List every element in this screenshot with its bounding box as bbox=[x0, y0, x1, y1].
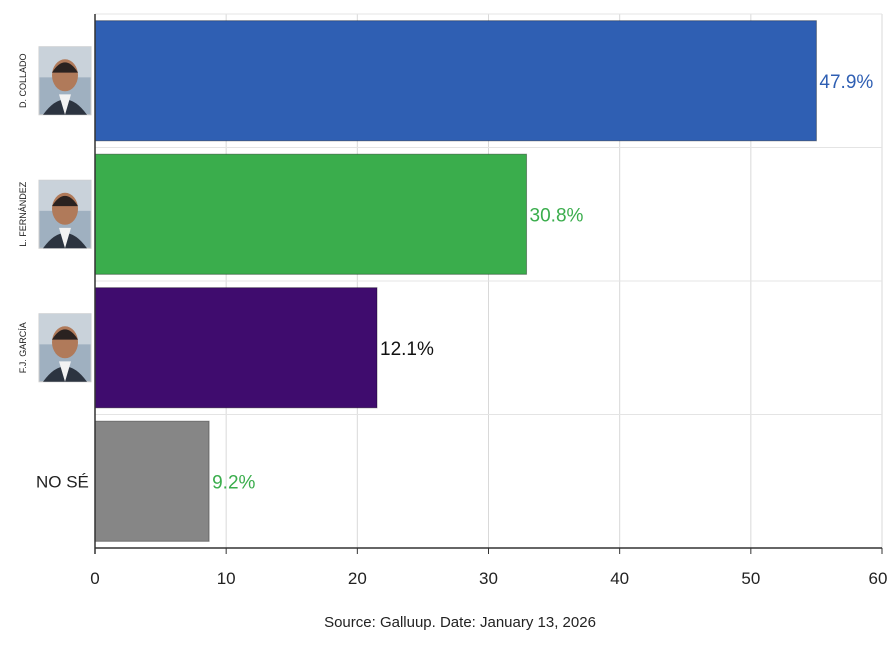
category-label: NO SÉ bbox=[36, 472, 89, 491]
source-note: Source: Galluup. Date: January 13, 2026 bbox=[324, 614, 596, 631]
value-label: 47.9% bbox=[819, 72, 873, 93]
bar bbox=[94, 420, 210, 542]
category-labels: D. COLLADO L. FERNÁNDEZ F.J. GARCÍA NO SÉ bbox=[18, 46, 92, 491]
category-label: F.J. GARCÍA bbox=[18, 322, 28, 373]
x-tick-label: 20 bbox=[348, 569, 367, 588]
bar bbox=[94, 287, 378, 409]
value-label: 30.8% bbox=[530, 205, 584, 226]
category-label: D. COLLADO bbox=[18, 53, 28, 108]
x-tick-label: 40 bbox=[610, 569, 629, 588]
x-tick-label: 0 bbox=[90, 569, 99, 588]
x-tick-label: 10 bbox=[217, 569, 236, 588]
candidate-label: L. FERNÁNDEZ bbox=[18, 179, 92, 249]
x-tick-label: 30 bbox=[479, 569, 498, 588]
candidate-label: F.J. GARCÍA bbox=[18, 313, 92, 383]
person-photo-icon bbox=[38, 179, 92, 249]
bars: 47.9% 30.8% 12.1% 9.2% bbox=[94, 20, 873, 542]
bar bbox=[94, 153, 528, 275]
value-label: 9.2% bbox=[212, 472, 255, 493]
x-tick-label: 50 bbox=[741, 569, 760, 588]
candidate-label: D. COLLADO bbox=[18, 46, 92, 116]
person-photo-icon bbox=[38, 46, 92, 116]
x-tick-label: 60 bbox=[869, 569, 888, 588]
person-photo-icon bbox=[38, 313, 92, 383]
value-label: 12.1% bbox=[380, 339, 434, 360]
bar bbox=[94, 20, 817, 142]
x-axis: 0 10 20 30 40 50 60 bbox=[90, 14, 887, 588]
category-label: L. FERNÁNDEZ bbox=[18, 181, 28, 247]
